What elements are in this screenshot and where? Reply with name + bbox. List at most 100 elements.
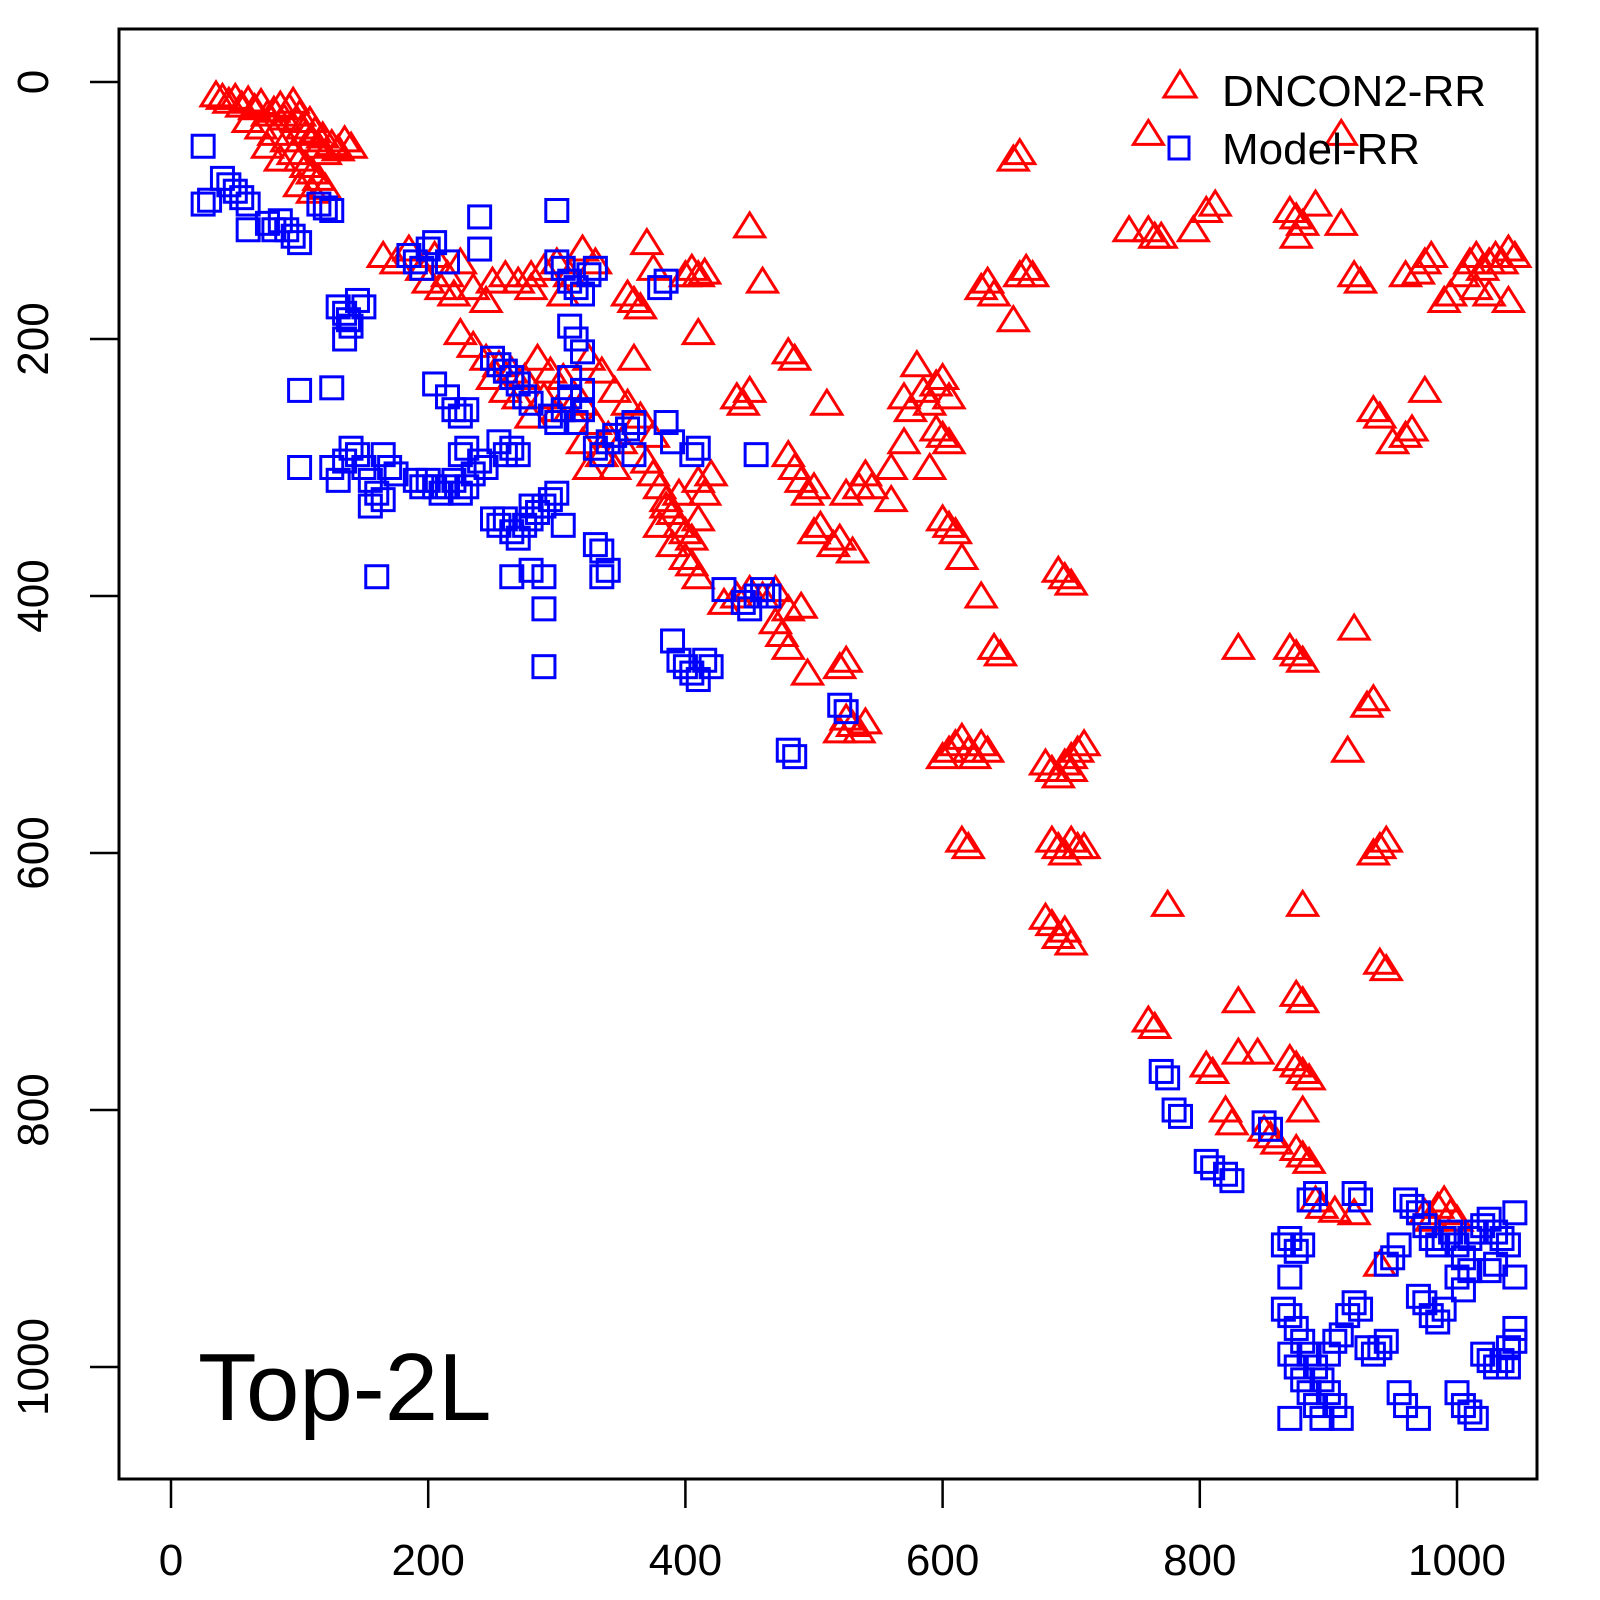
point-square: [499, 564, 525, 590]
point-triangle: [275, 136, 311, 166]
point-square: [563, 275, 589, 301]
point-triangle: [963, 727, 999, 757]
point-triangle: [770, 631, 806, 660]
point-triangle: [854, 470, 890, 500]
point-square: [1450, 1277, 1476, 1303]
point-square: [621, 410, 647, 436]
point-square: [1457, 1399, 1483, 1425]
point-square: [1148, 1058, 1174, 1084]
point-triangle: [1362, 830, 1398, 860]
point-triangle: [963, 580, 999, 609]
point-square: [589, 442, 615, 468]
point-triangle: [796, 515, 832, 545]
point-square: [222, 178, 248, 204]
point-square: [1476, 1258, 1502, 1284]
point-square: [531, 493, 557, 519]
point-square: [1502, 1315, 1528, 1341]
point-triangle: [1220, 631, 1257, 660]
point-triangle: [931, 509, 967, 538]
point-square: [1495, 1232, 1521, 1258]
point-triangle: [667, 541, 704, 570]
point-square: [743, 442, 769, 468]
point-triangle: [609, 387, 646, 416]
point-square: [364, 564, 390, 590]
point-square: [287, 377, 313, 403]
point-square: [422, 230, 448, 256]
point-triangle: [680, 316, 716, 346]
point-triangle: [1008, 252, 1044, 281]
point-square: [750, 577, 776, 603]
point-triangle: [564, 233, 601, 262]
point-square: [377, 455, 403, 480]
point-square: [666, 647, 692, 673]
point-triangle: [1362, 946, 1398, 975]
point-triangle: [912, 451, 948, 480]
point-triangle: [1188, 1049, 1224, 1078]
point-square: [512, 512, 538, 538]
point-square: [737, 596, 763, 622]
point-triangle: [596, 374, 633, 403]
point-triangle: [680, 560, 716, 590]
point-triangle: [950, 830, 987, 860]
point-triangle: [924, 503, 961, 532]
point-square: [1495, 1335, 1521, 1361]
point-square: [595, 429, 621, 455]
point-square: [351, 294, 377, 320]
point-square: [1393, 1393, 1419, 1419]
x-tick-label: 200: [391, 1536, 464, 1585]
point-square: [685, 435, 711, 461]
point-triangle: [1053, 824, 1089, 853]
point-triangle: [1272, 1042, 1308, 1072]
legend: DNCON2-RR Model-RR: [1161, 67, 1486, 174]
point-square: [280, 223, 306, 249]
point-triangle: [783, 590, 819, 619]
point-triangle: [513, 258, 549, 288]
point-square: [1444, 1264, 1470, 1290]
point-square: [460, 461, 486, 487]
point-square: [422, 474, 448, 500]
point-triangle: [1355, 682, 1392, 712]
point-square: [1341, 1290, 1367, 1316]
point-triangle: [1130, 1004, 1167, 1033]
x-tick-label: 1000: [1408, 1536, 1506, 1585]
point-triangle: [1239, 1036, 1276, 1065]
point-triangle: [365, 239, 401, 268]
point-square: [274, 217, 300, 243]
points-layer: [190, 79, 1533, 1431]
x-tick-label: 600: [906, 1536, 979, 1585]
point-square: [557, 268, 583, 294]
point-triangle: [1284, 1139, 1321, 1168]
point-square: [582, 532, 608, 558]
point-square: [338, 313, 364, 339]
point-square: [1457, 1226, 1483, 1251]
point-square: [1277, 1405, 1303, 1431]
point-square: [531, 596, 557, 622]
point-square: [827, 692, 853, 718]
point-square: [518, 493, 544, 519]
panel-annotation: Top-2L: [198, 1334, 492, 1441]
y-axis: 0 200 400 600 800 1000: [9, 70, 119, 1416]
point-square: [518, 390, 544, 416]
point-triangle: [1439, 1203, 1475, 1232]
point-square: [467, 236, 493, 262]
point-square: [711, 577, 737, 603]
point-square: [261, 217, 287, 243]
point-triangle: [918, 368, 954, 397]
point-triangle: [899, 348, 935, 378]
point-square: [1290, 1367, 1316, 1393]
point-square: [537, 487, 563, 513]
point-square: [441, 397, 467, 423]
point-square: [1431, 1296, 1457, 1322]
point-square: [1251, 1110, 1277, 1136]
point-square: [441, 467, 467, 493]
point-square: [492, 442, 518, 468]
point-square: [332, 326, 358, 352]
point-triangle: [1284, 984, 1321, 1014]
point-square: [582, 255, 608, 281]
point-square: [335, 307, 361, 333]
point-square: [190, 133, 216, 159]
point-triangle: [1407, 374, 1443, 403]
point-triangle: [777, 342, 813, 371]
point-square: [685, 667, 711, 693]
